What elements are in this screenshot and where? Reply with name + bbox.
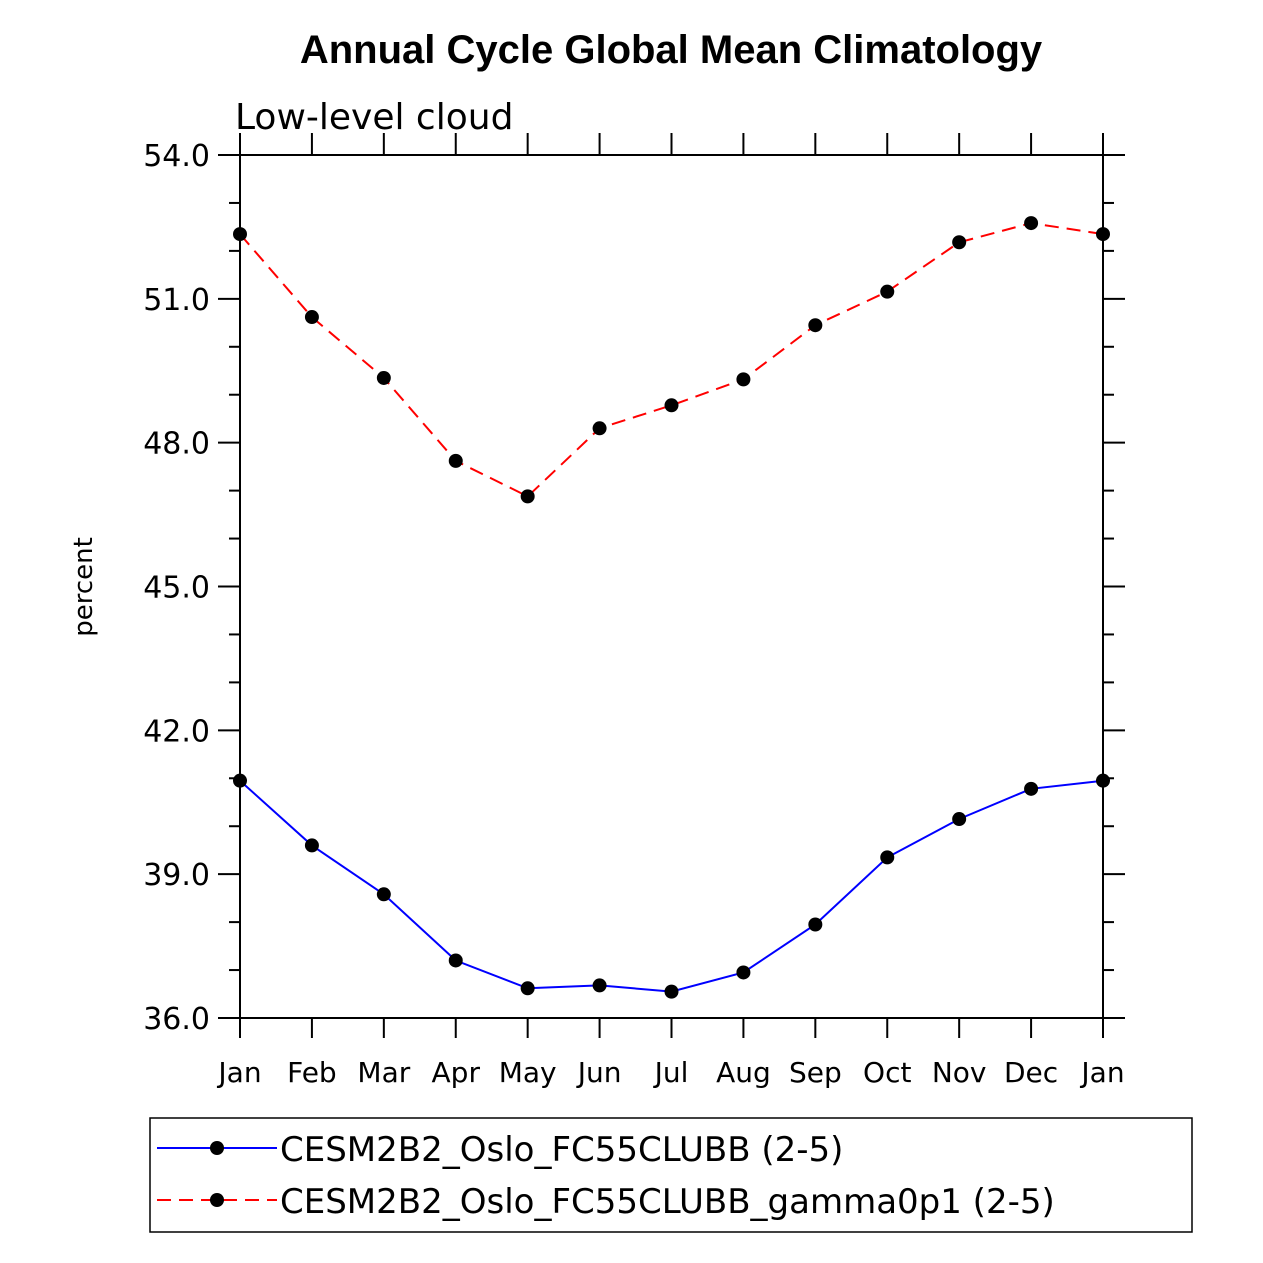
series-1-point bbox=[952, 812, 967, 827]
plot-frame bbox=[239, 154, 1104, 1019]
y-axis-label: percent bbox=[69, 537, 99, 637]
legend-marker-1 bbox=[210, 1141, 224, 1155]
axis-ticks bbox=[218, 133, 1125, 1038]
y-tick-label: 48.0 bbox=[143, 427, 210, 462]
y-tick-labels: 36.0 39.0 42.0 45.0 48.0 51.0 54.0 bbox=[143, 139, 210, 1037]
y-tick-label: 51.0 bbox=[143, 283, 210, 318]
x-tick-label: Nov bbox=[932, 1056, 987, 1089]
series-2-point bbox=[448, 453, 463, 468]
chart-title: Annual Cycle Global Mean Climatology bbox=[300, 28, 1043, 72]
x-tick-label: Aug bbox=[716, 1056, 771, 1089]
series-1-point bbox=[592, 978, 607, 993]
series-2-point bbox=[664, 398, 679, 413]
y-tick-label: 39.0 bbox=[143, 858, 210, 893]
series-2-point bbox=[736, 372, 751, 387]
series-1-point bbox=[880, 850, 895, 865]
x-tick-label: Mar bbox=[357, 1056, 410, 1089]
x-tick-label: Jul bbox=[653, 1056, 689, 1089]
legend-label-1: CESM2B2_Oslo_FC55CLUBB (2-5) bbox=[280, 1130, 843, 1170]
x-tick-labels: Jan Feb Mar Apr May Jun Jul Aug Sep Oct Nov Dec Jan bbox=[216, 1056, 1124, 1089]
y-tick-label: 54.0 bbox=[143, 139, 210, 174]
x-tick-label: Jan bbox=[1079, 1056, 1124, 1089]
series-2-point bbox=[808, 318, 823, 333]
x-tick-label: Feb bbox=[287, 1056, 337, 1089]
x-tick-label: Jan bbox=[216, 1056, 261, 1089]
series-1-point bbox=[1024, 781, 1039, 796]
series-2-point bbox=[952, 235, 967, 250]
series-1-point bbox=[808, 917, 823, 932]
series-line-1 bbox=[239, 779, 1104, 993]
legend: CESM2B2_Oslo_FC55CLUBB (2-5) CESM2B2_Osl… bbox=[149, 1117, 1193, 1233]
series-2-point bbox=[1024, 216, 1039, 231]
series-2-point bbox=[1096, 227, 1110, 242]
x-tick-label: Dec bbox=[1004, 1056, 1058, 1089]
series-2-point bbox=[520, 489, 535, 504]
series-2-point bbox=[304, 310, 319, 325]
series-2-point bbox=[592, 421, 607, 436]
y-tick-label: 42.0 bbox=[143, 714, 210, 749]
series-1-point bbox=[520, 981, 535, 996]
series-line-2 bbox=[239, 222, 1104, 498]
series-layer bbox=[233, 216, 1110, 999]
x-tick-label: May bbox=[499, 1056, 557, 1089]
legend-box bbox=[149, 1117, 1193, 1233]
x-tick-label: Apr bbox=[432, 1056, 481, 1089]
series-1-point bbox=[233, 773, 247, 788]
legend-marker-2 bbox=[210, 1193, 224, 1207]
x-tick-label: Jun bbox=[576, 1056, 622, 1089]
series-1-point bbox=[376, 887, 391, 902]
series-1-point bbox=[664, 984, 679, 999]
series-1-point bbox=[304, 838, 319, 853]
series-1-point bbox=[1096, 773, 1110, 788]
series-1-point bbox=[736, 965, 751, 980]
series-2-point bbox=[880, 284, 895, 299]
chart-subtitle: Low-level cloud bbox=[235, 97, 513, 138]
x-tick-label: Sep bbox=[789, 1056, 842, 1089]
y-tick-label: 45.0 bbox=[143, 571, 210, 606]
series-1-point bbox=[448, 953, 463, 968]
series-2-point bbox=[376, 370, 391, 385]
x-tick-label: Oct bbox=[863, 1056, 911, 1089]
legend-label-2: CESM2B2_Oslo_FC55CLUBB_gamma0p1 (2-5) bbox=[280, 1182, 1055, 1222]
y-tick-label: 36.0 bbox=[143, 1002, 210, 1037]
series-2-point bbox=[233, 227, 247, 242]
